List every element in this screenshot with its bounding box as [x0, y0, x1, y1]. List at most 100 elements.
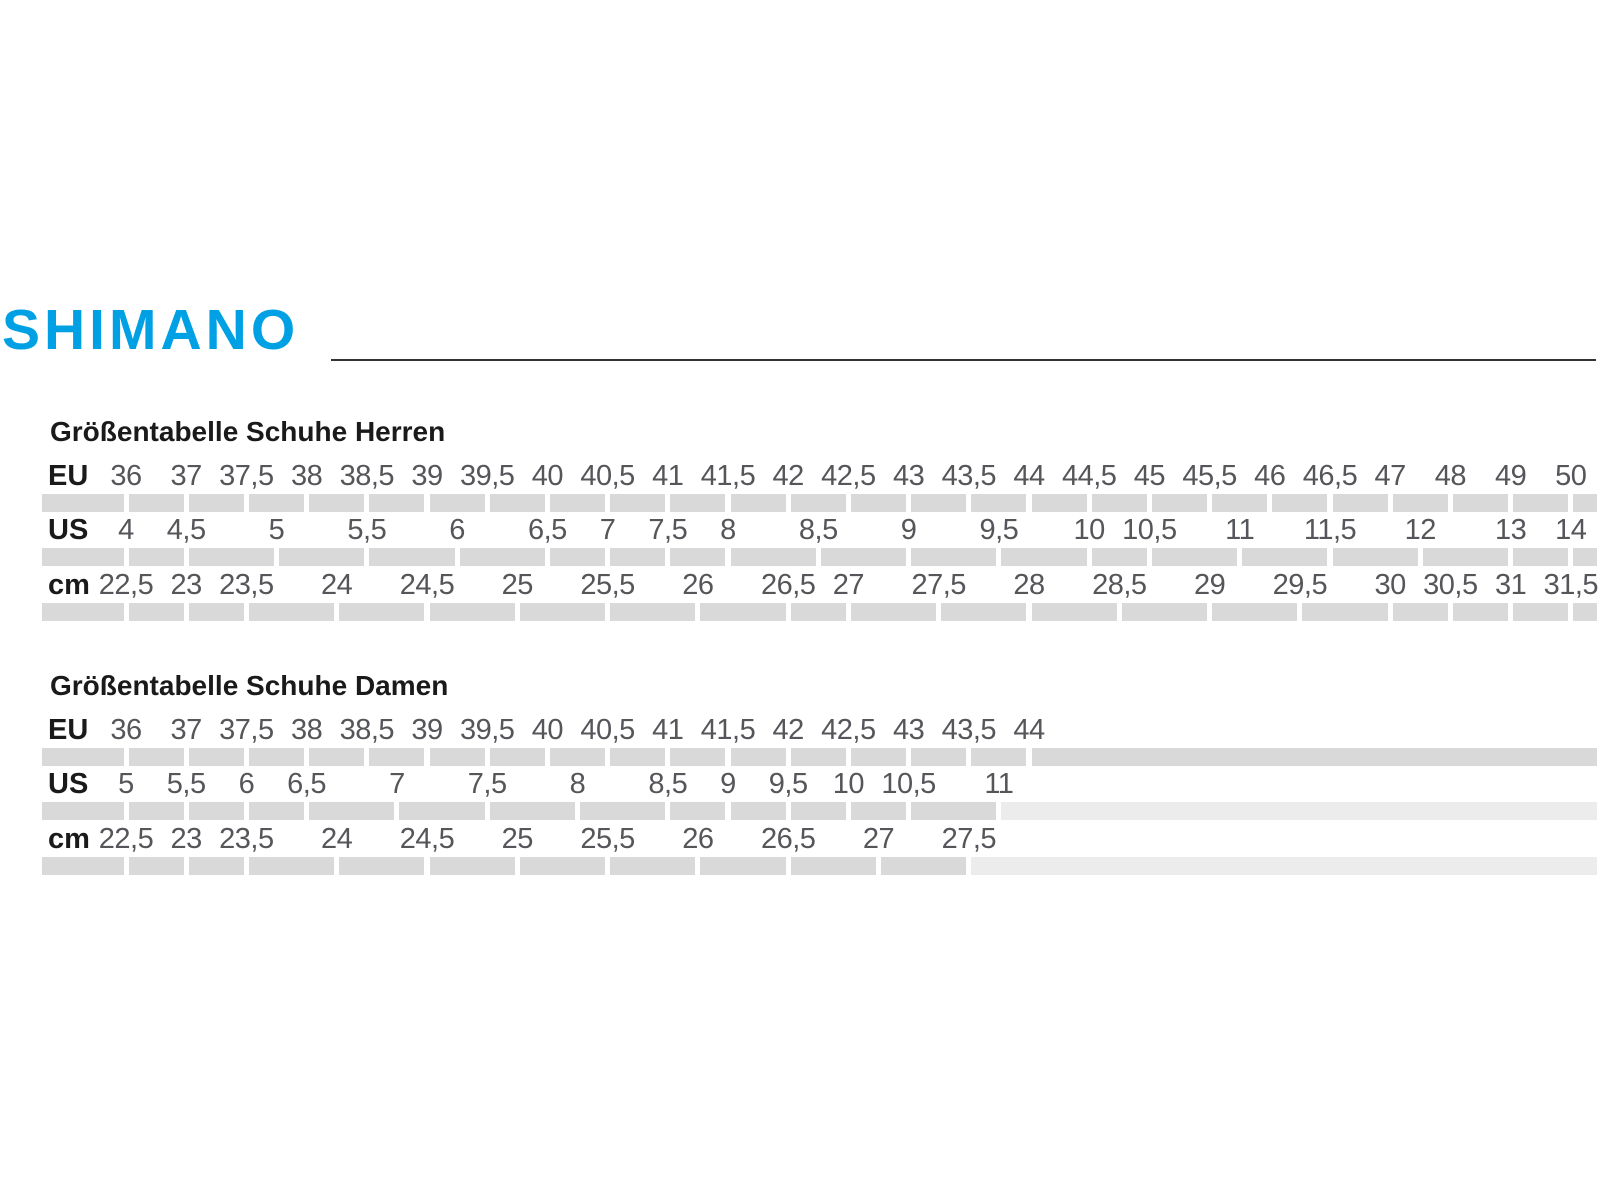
size-value: 41	[652, 460, 684, 492]
size-value: 39,5	[459, 714, 515, 746]
size-value: 42,5	[821, 460, 876, 492]
bar-segment	[459, 548, 545, 566]
bar-segment	[790, 603, 846, 621]
bar-segment	[128, 857, 184, 875]
bar-segment	[1332, 494, 1388, 512]
bar-segment	[42, 802, 124, 820]
bar-segment	[730, 494, 786, 512]
bar-segment	[519, 857, 606, 875]
bar-segment	[670, 802, 726, 820]
bar-segment	[369, 548, 455, 566]
bar-segment	[971, 494, 1027, 512]
size-value: 11	[984, 768, 1014, 800]
bar-segment	[339, 603, 425, 621]
size-value: 45,5	[1182, 460, 1237, 492]
size-value: 24	[321, 569, 353, 601]
size-value: 40,5	[580, 714, 635, 746]
size-value: 38	[290, 714, 323, 746]
row-label-cm: cm	[48, 569, 90, 601]
size-value: 27	[862, 823, 895, 855]
size-value: 26	[682, 823, 714, 855]
size-value: 42,5	[821, 714, 876, 746]
size-value: 26	[682, 569, 714, 601]
size-value: 31	[1494, 569, 1527, 601]
size-value: 8	[569, 768, 586, 800]
bar-segment	[1151, 548, 1238, 566]
bar-segment	[580, 802, 666, 820]
bar-segment	[610, 857, 696, 875]
bar-segment	[1151, 494, 1208, 512]
size-value: 23,5	[219, 823, 274, 855]
size-value: 7	[389, 768, 405, 800]
bar-segment	[248, 802, 305, 820]
bar-segment	[881, 857, 967, 875]
bar-segment	[850, 494, 907, 512]
size-value: 24,5	[399, 569, 455, 601]
size-value: 23	[170, 569, 203, 601]
bar-segment	[610, 494, 666, 512]
bar-segment	[850, 802, 907, 820]
size-value: 9,5	[768, 768, 808, 800]
bar-segment	[911, 748, 967, 766]
size-value: 41,5	[700, 714, 756, 746]
bar-segment	[971, 748, 1027, 766]
size-value: 27,5	[941, 823, 997, 855]
bar-segment	[700, 603, 786, 621]
bar-segment	[549, 748, 606, 766]
table-title-damen: Größentabelle Schuhe Damen	[50, 670, 449, 701]
bar-segment	[610, 548, 666, 566]
size-value: 43	[892, 714, 925, 746]
bar-segment	[429, 748, 485, 766]
bar-segment	[1452, 494, 1509, 512]
size-value: 22,5	[98, 823, 154, 855]
size-value: 38,5	[339, 714, 395, 746]
table-title-herren: Größentabelle Schuhe Herren	[50, 416, 446, 447]
bar-segment	[42, 857, 124, 875]
size-value: 25,5	[580, 823, 635, 855]
size-value: 9,5	[979, 514, 1019, 546]
bar-segment	[42, 603, 124, 621]
bar-segment	[1573, 548, 1597, 566]
size-value: 11,5	[1303, 514, 1357, 546]
bar-segment	[1392, 494, 1448, 512]
bar-segment	[941, 603, 1027, 621]
bar-segment	[790, 748, 846, 766]
size-value: 37,5	[219, 460, 274, 492]
bar-segment	[700, 857, 786, 875]
bar-segment	[610, 603, 696, 621]
bar-segment	[911, 548, 997, 566]
size-value: 8,5	[798, 514, 838, 546]
size-value: 38	[290, 460, 323, 492]
bar-segment	[1091, 548, 1147, 566]
bar-segment	[309, 748, 365, 766]
bar-segment	[188, 603, 244, 621]
bar-segment	[279, 548, 365, 566]
size-value: 14	[1555, 514, 1587, 546]
size-value: 10	[832, 768, 865, 800]
bar-segment	[730, 548, 816, 566]
size-value: 40	[531, 714, 564, 746]
bar-segment	[971, 857, 1597, 875]
size-value: 44	[1013, 714, 1045, 746]
bar-segment	[248, 494, 305, 512]
bar-segment	[1573, 603, 1597, 621]
bar-segment	[1422, 548, 1509, 566]
bar-segment	[248, 603, 335, 621]
bar-segment	[42, 494, 124, 512]
size-value: 25	[501, 823, 534, 855]
size-value: 42	[772, 714, 805, 746]
size-value: 41,5	[700, 460, 756, 492]
size-value: 11	[1225, 514, 1255, 546]
bar-segment	[1242, 548, 1328, 566]
bar-segment	[248, 857, 335, 875]
bar-segment	[128, 603, 184, 621]
bar-segment	[1031, 748, 1597, 766]
bar-segment	[519, 603, 606, 621]
bar-segment	[369, 494, 425, 512]
bar-segment	[1302, 603, 1388, 621]
size-value: 30	[1374, 569, 1407, 601]
bar-segment	[730, 748, 786, 766]
size-value: 28,5	[1092, 569, 1147, 601]
